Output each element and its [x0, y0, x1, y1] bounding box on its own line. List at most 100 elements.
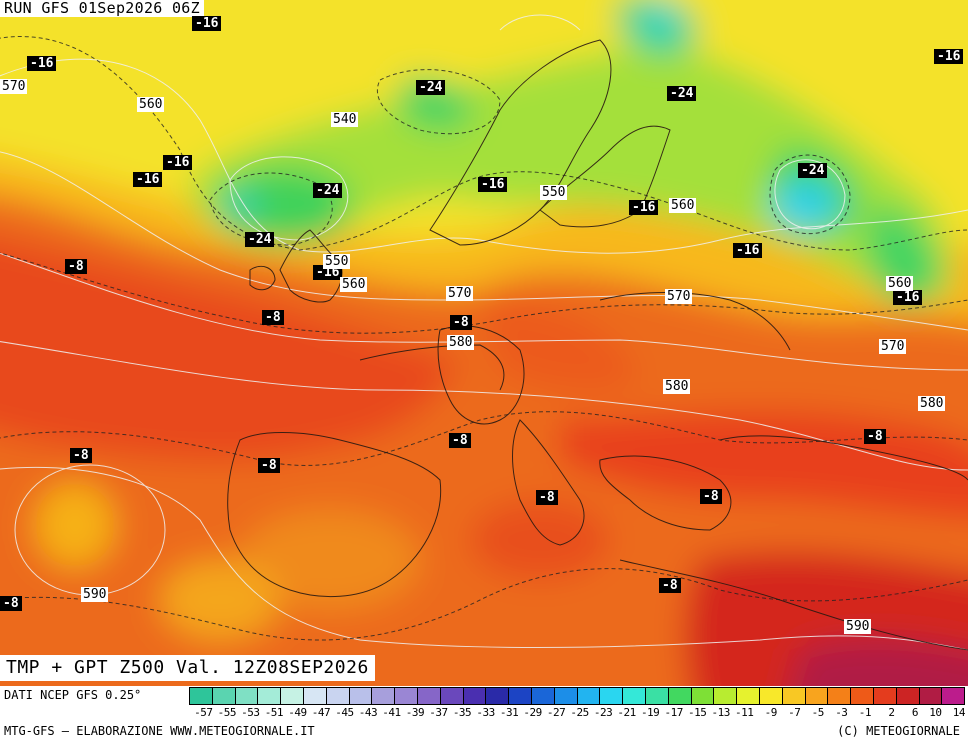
scale-tick-label: -45	[335, 706, 354, 719]
temp-label: -8	[864, 429, 886, 444]
color-swatch	[486, 688, 510, 704]
scale-tick-label: -11	[735, 706, 754, 719]
temp-label: -8	[449, 433, 471, 448]
color-swatch	[714, 688, 738, 704]
scale-tick-label: -37	[429, 706, 448, 719]
color-swatch	[805, 688, 829, 704]
color-swatch	[349, 688, 373, 704]
color-swatch	[372, 688, 396, 704]
color-swatch	[942, 688, 965, 704]
temp-label: -8	[70, 448, 92, 463]
gpt-label: 570	[0, 79, 28, 94]
temp-label: -24	[245, 232, 275, 247]
color-swatch	[258, 688, 282, 704]
temp-label: -8	[258, 458, 280, 473]
temp-label: -8	[536, 490, 558, 505]
scale-tick-label: -1	[858, 706, 872, 719]
temp-label: -16	[478, 177, 508, 192]
scale-tick-label: -7	[788, 706, 801, 719]
legend-footer: DATI NCEP GFS 0.25° -57 -55 -53 -51 -49 -47 -4…	[0, 686, 968, 745]
scale-tick-label: -19	[640, 706, 660, 719]
gpt-label: 560	[137, 97, 165, 112]
color-scale-bar	[189, 687, 965, 705]
scale-tick-label: -57	[194, 706, 213, 719]
scale-tick-label: -13	[711, 706, 730, 719]
map-canvas	[0, 0, 968, 686]
scale-tick-label: -33	[476, 706, 495, 719]
gpt-label: 590	[844, 619, 872, 634]
gpt-label: 560	[340, 277, 368, 292]
gpt-label: 560	[886, 276, 914, 291]
scale-tick-label: -3	[835, 706, 848, 719]
scale-tick-label: -53	[241, 706, 260, 719]
scale-tick-label: -39	[405, 706, 425, 719]
color-swatch	[235, 688, 259, 704]
temp-label: -16	[934, 49, 964, 64]
run-title: RUN GFS 01Sep2026 06Z	[0, 0, 204, 17]
gpt-label: 580	[447, 335, 475, 350]
weather-map: RUN GFS 01Sep2026 06Z -16 -16 -16 -16 -2…	[0, 0, 968, 686]
temp-label: -16	[893, 290, 923, 305]
scale-tick-label: 14	[952, 706, 966, 719]
scale-tick-label: -55	[217, 706, 237, 719]
scale-tick-label: -49	[288, 706, 307, 719]
gpt-label: 570	[665, 289, 693, 304]
temp-label: -24	[798, 163, 828, 178]
temp-label: -8	[0, 596, 22, 611]
color-swatch	[440, 688, 464, 704]
scale-tick-label: -43	[358, 706, 378, 719]
scale-tick-label: -15	[687, 706, 707, 719]
gpt-label: 590	[81, 587, 109, 602]
gpt-label: 550	[323, 254, 351, 269]
color-swatch	[281, 688, 304, 704]
scale-tick-label: -21	[617, 706, 636, 719]
color-swatch	[873, 688, 897, 704]
gpt-label: 570	[879, 339, 907, 354]
color-swatch	[509, 688, 532, 704]
gpt-label: 550	[540, 185, 568, 200]
temp-label: -8	[659, 578, 681, 593]
color-swatch	[577, 688, 601, 704]
color-swatch	[828, 688, 852, 704]
scale-tick-label: -23	[593, 706, 613, 719]
scale-tick-label: -17	[664, 706, 683, 719]
color-swatch	[600, 688, 624, 704]
color-swatch	[896, 688, 920, 704]
gpt-label: 580	[918, 396, 946, 411]
temp-label: -16	[163, 155, 193, 170]
gpt-label: 560	[669, 198, 697, 213]
credit-right: (C) METEOGIORNALE	[837, 724, 960, 738]
color-swatch	[668, 688, 692, 704]
temp-label: -24	[313, 183, 343, 198]
color-swatch	[212, 688, 236, 704]
scale-tick-label: -47	[311, 706, 331, 719]
scale-tick-label: -25	[570, 706, 589, 719]
temperature-field	[0, 0, 968, 686]
temp-label: -16	[733, 243, 763, 258]
color-scale-ticks: -57 -55 -53 -51 -49 -47 -45 -43 -41 -39 -37 -35 -33-…	[189, 706, 965, 720]
scale-tick-label: -27	[546, 706, 566, 719]
temp-label: -16	[629, 200, 659, 215]
scale-tick-label: -41	[382, 706, 401, 719]
data-source: DATI NCEP GFS 0.25°	[4, 688, 142, 702]
scale-tick-label: 2	[888, 706, 895, 719]
scale-tick-label: 6	[911, 706, 919, 719]
scale-tick-label: -35	[452, 706, 472, 719]
temp-label: -16	[27, 56, 57, 71]
gpt-label: 540	[331, 112, 359, 127]
color-swatch	[531, 688, 555, 704]
scale-tick-label: -5	[811, 706, 825, 719]
credit-left: MTG-GFS — ELABORAZIONE WWW.METEOGIORNALE…	[4, 724, 315, 738]
scale-tick-label: 10	[929, 706, 942, 719]
color-swatch	[691, 688, 715, 704]
color-swatch	[326, 688, 350, 704]
color-swatch	[737, 688, 760, 704]
temperature-isolines	[0, 36, 968, 641]
color-swatch	[645, 688, 669, 704]
color-swatch	[851, 688, 874, 704]
temp-label: -8	[262, 310, 284, 325]
color-swatch	[623, 688, 646, 704]
color-swatch	[395, 688, 418, 704]
color-swatch	[463, 688, 487, 704]
color-swatch	[190, 688, 213, 704]
